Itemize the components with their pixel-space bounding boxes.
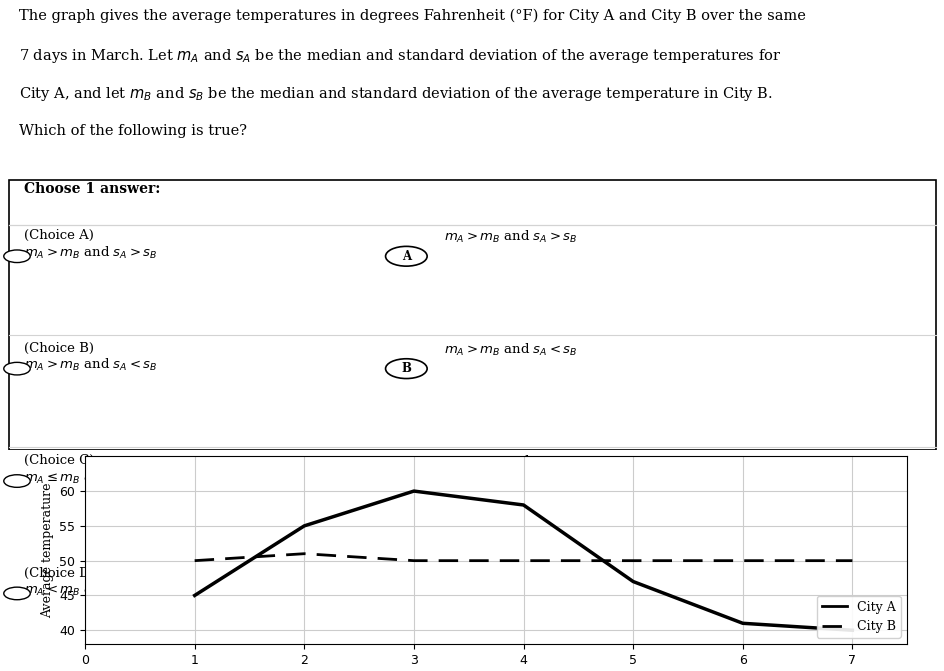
Text: B: B [401, 362, 411, 375]
Text: (Choice A)
$m_A > m_B$ and $s_A > s_B$: (Choice A) $m_A > m_B$ and $s_A > s_B$ [24, 229, 157, 261]
Text: The graph gives the average temperatures in degrees Fahrenheit (°F) for City A a: The graph gives the average temperatures… [19, 9, 805, 23]
Circle shape [4, 587, 30, 600]
Text: Which of the following is true?: Which of the following is true? [19, 123, 246, 138]
Text: A: A [401, 250, 411, 263]
Text: $m_A < m_B$ and $s_A > s_B$: $m_A < m_B$ and $s_A > s_B$ [444, 454, 577, 470]
Text: (Choice C)
$m_A \leq m_B$ and $s_A > s_B$: (Choice C) $m_A \leq m_B$ and $s_A > s_B… [24, 454, 157, 486]
Y-axis label: Average temperature: Average temperature [41, 482, 54, 618]
Circle shape [4, 362, 30, 375]
FancyBboxPatch shape [9, 180, 935, 450]
Circle shape [4, 475, 30, 487]
Text: $m_A < m_B$ and $s_A < s_B$: $m_A < m_B$ and $s_A < s_B$ [444, 566, 577, 582]
Text: (Choice D)
$m_A < m_B$ and $s_A < s_B$: (Choice D) $m_A < m_B$ and $s_A < s_B$ [24, 566, 157, 598]
Legend: City A, City B: City A, City B [816, 596, 900, 638]
Text: D: D [401, 587, 411, 600]
Text: 7 days in March. Let $m_A$ and $s_A$ be the median and standard deviation of the: 7 days in March. Let $m_A$ and $s_A$ be … [19, 47, 781, 65]
Circle shape [4, 250, 30, 262]
Circle shape [385, 246, 427, 266]
Circle shape [385, 584, 427, 603]
Text: (Choice B)
$m_A > m_B$ and $s_A < s_B$: (Choice B) $m_A > m_B$ and $s_A < s_B$ [24, 342, 157, 373]
Circle shape [385, 471, 427, 491]
Text: $m_A > m_B$ and $s_A > s_B$: $m_A > m_B$ and $s_A > s_B$ [444, 229, 577, 246]
Text: C: C [401, 474, 411, 488]
Text: $m_A > m_B$ and $s_A < s_B$: $m_A > m_B$ and $s_A < s_B$ [444, 342, 577, 358]
Text: Choose 1 answer:: Choose 1 answer: [24, 182, 160, 196]
Text: City A, and let $m_B$ and $s_B$ be the median and standard deviation of the aver: City A, and let $m_B$ and $s_B$ be the m… [19, 85, 772, 103]
Circle shape [385, 359, 427, 378]
